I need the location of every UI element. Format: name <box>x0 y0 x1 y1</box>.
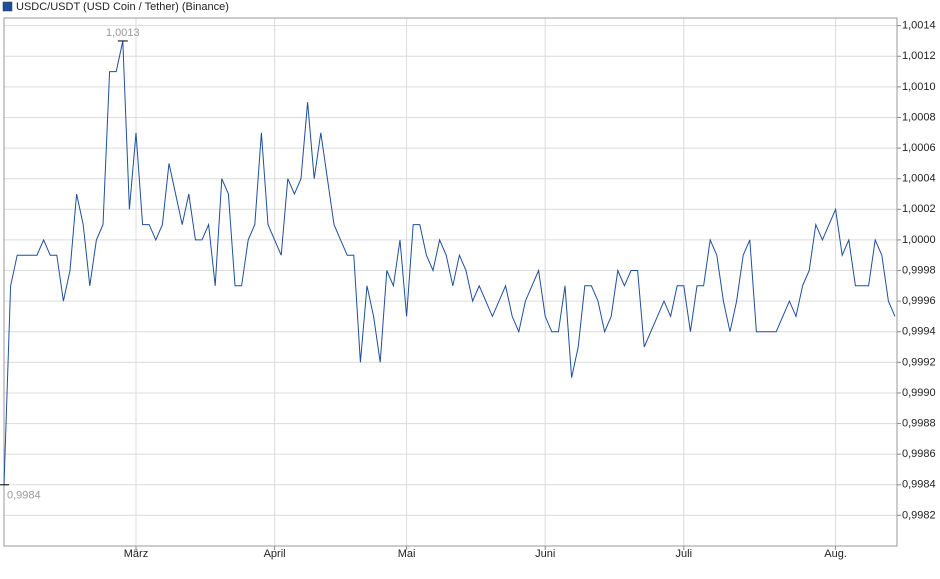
x-tick-label: März <box>124 548 148 560</box>
y-tick-label: 0,9996 <box>902 295 936 307</box>
x-tick-label: April <box>264 548 286 560</box>
y-tick-label: 1,0010 <box>902 81 936 93</box>
y-tick-label: 0,9988 <box>902 417 936 429</box>
y-tick-label: 0,9994 <box>902 326 936 338</box>
y-tick-label: 0,9998 <box>902 264 936 276</box>
y-tick-label: 0,9982 <box>902 509 936 521</box>
legend-label: USDC/USDT (USD Coin / Tether) (Binance) <box>16 1 229 13</box>
x-tick-label: Aug. <box>824 548 847 560</box>
x-tick-label: Juli <box>676 548 693 560</box>
value-label: 1,0013 <box>106 27 140 39</box>
x-tick-label: Mai <box>398 548 416 560</box>
y-tick-label: 0,9992 <box>902 356 936 368</box>
y-tick-label: 1,0002 <box>902 203 936 215</box>
y-tick-label: 0,9984 <box>902 479 936 491</box>
legend-swatch <box>2 1 13 12</box>
y-tick-label: 1,0012 <box>902 50 936 62</box>
y-tick-label: 1,0006 <box>902 142 936 154</box>
line-series <box>3 40 896 485</box>
y-tick-label: 0,9990 <box>902 387 936 399</box>
y-tick-label: 1,0014 <box>902 20 936 32</box>
y-tick-label: 1,0004 <box>902 173 936 185</box>
plot-frame <box>3 17 898 547</box>
y-tick-label: 0,9986 <box>902 448 936 460</box>
y-tick-label: 1,0008 <box>902 111 936 123</box>
value-label: 0,9984 <box>7 490 41 502</box>
y-tick-label: 1,0000 <box>902 234 936 246</box>
x-tick-label: Juni <box>535 548 555 560</box>
